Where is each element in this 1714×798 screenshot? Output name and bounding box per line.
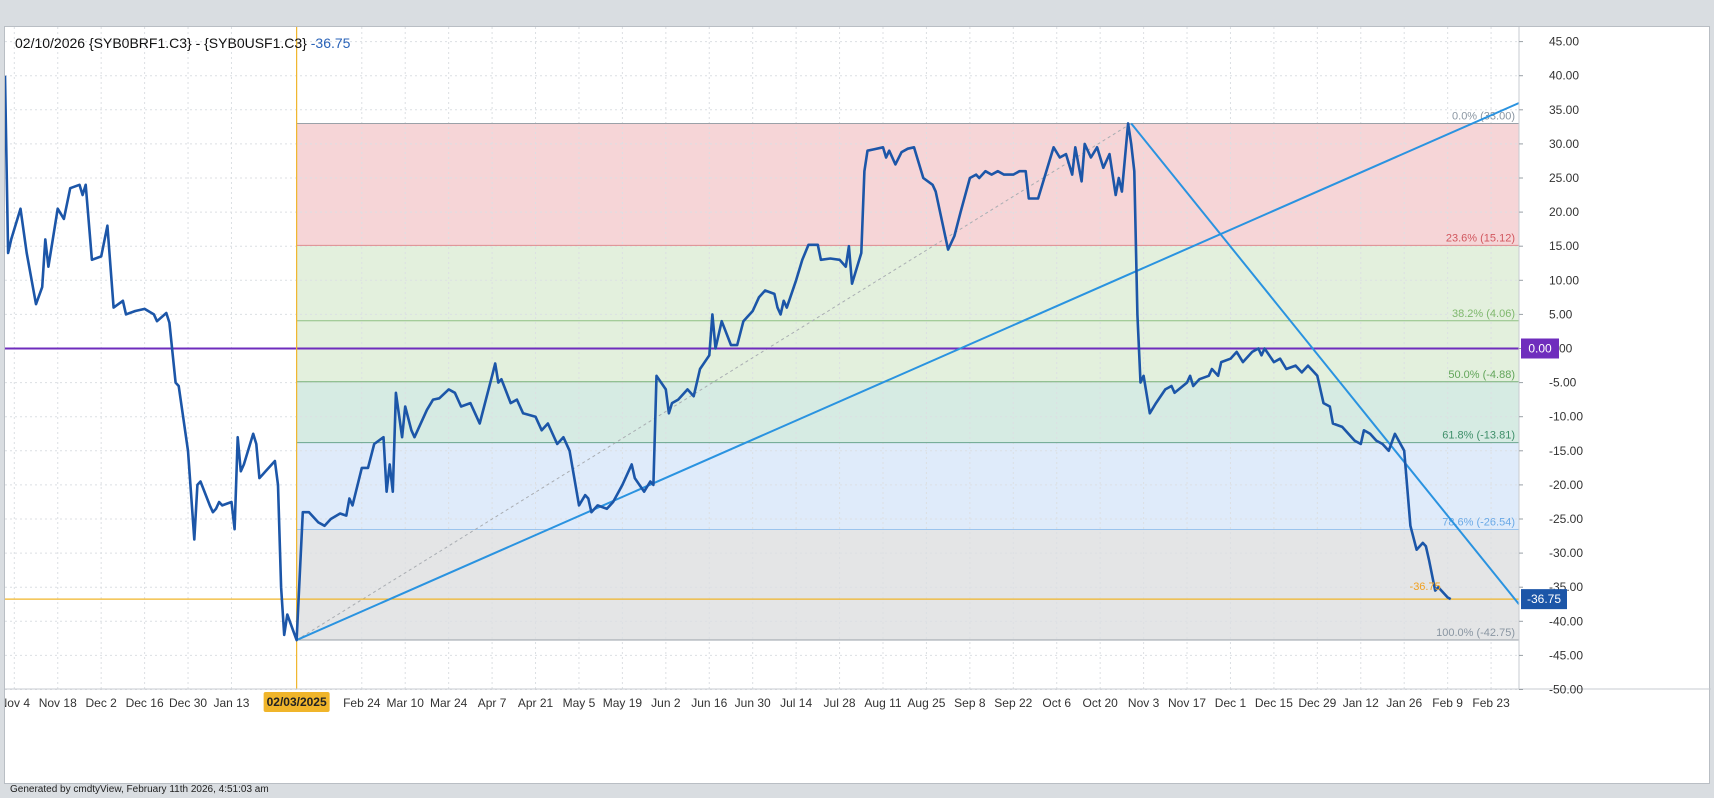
fib-band — [296, 442, 1520, 530]
y-axis-tick-label: -15.00 — [1549, 444, 1583, 458]
y-axis-tick-label: 40.00 — [1549, 69, 1579, 83]
cursor-date-badge — [263, 692, 330, 712]
y-axis-tick-label: -40.00 — [1549, 614, 1583, 628]
x-axis-tick-label: Oct 6 — [1042, 696, 1071, 710]
footer-generated: Generated by cmdtyView, February 11th 20… — [10, 784, 269, 795]
fib-diagonal — [296, 123, 1132, 641]
fib-band — [296, 320, 1520, 382]
fib-level-label: 23.6% (15.12) — [1446, 232, 1515, 244]
y-axis-tick-label: 45.00 — [1549, 35, 1579, 49]
x-axis-tick-label: May 19 — [603, 696, 643, 710]
x-axis-tick-label: Oct 20 — [1082, 696, 1118, 710]
fib-level-label: 61.8% (-13.81) — [1442, 430, 1515, 442]
fib-level-label: 100.0% (-42.75) — [1436, 627, 1515, 639]
y-axis-tick-label: -5.00 — [1549, 376, 1577, 390]
y-axis-tick-label: -20.00 — [1549, 478, 1583, 492]
header-last-value: -36.75 — [310, 35, 351, 51]
x-axis-tick-label: Dec 2 — [85, 696, 117, 710]
y-axis-tick-label: -45.00 — [1549, 648, 1583, 662]
x-axis-tick-label: Dec 16 — [126, 696, 164, 710]
x-axis-tick-label: Dec 15 — [1255, 696, 1293, 710]
zero-axis-badge-label: 0.00 — [1528, 342, 1552, 356]
header-symbols: {SYB0BRF1.C3} - {SYB0USF1.C3} — [88, 35, 307, 51]
x-axis-tick-label: Jun 16 — [691, 696, 727, 710]
y-axis-tick-label: 5.00 — [1549, 307, 1573, 321]
y-axis-tick-label: 10.00 — [1549, 273, 1579, 287]
y-axis-tick-label: 25.00 — [1549, 171, 1579, 185]
fib-band — [296, 529, 1520, 641]
y-axis-tick-label: 35.00 — [1549, 103, 1579, 117]
x-axis-tick-label: Aug 25 — [907, 696, 945, 710]
x-axis-tick-label: Jul 14 — [780, 696, 812, 710]
y-axis-tick-label: -10.00 — [1549, 410, 1583, 424]
fib-band — [296, 381, 1520, 443]
x-axis-tick-label: Aug 11 — [864, 696, 901, 710]
x-axis-tick-label: Apr 7 — [478, 696, 507, 710]
x-axis-tick-label: Jun 2 — [651, 696, 681, 710]
last-price-badge-label: -36.75 — [1527, 592, 1561, 606]
y-axis-tick-label: 30.00 — [1549, 137, 1579, 151]
x-axis-tick-label: Apr 21 — [518, 696, 554, 710]
fib-level-label: 50.0% (-4.88) — [1448, 369, 1515, 381]
x-axis-tick-label: Nov 18 — [39, 696, 77, 710]
x-axis-tick-label: Jan 12 — [1343, 696, 1379, 710]
trendline — [296, 102, 1520, 641]
x-axis-tick-label: Dec 1 — [1215, 696, 1247, 710]
y-axis-tick-label: 15.00 — [1549, 239, 1579, 253]
x-axis-tick-label: Nov 3 — [1128, 696, 1160, 710]
x-axis-tick-label: Nov 4 — [5, 696, 30, 710]
x-axis-tick-label: Nov 17 — [1168, 696, 1206, 710]
fib-band — [296, 245, 1520, 321]
fib-level-label: 0.0% (33.00) — [1452, 110, 1515, 122]
x-axis-tick-label: Jul 28 — [824, 696, 856, 710]
x-axis-tick-label: Sep 8 — [954, 696, 986, 710]
last-price-badge — [1521, 589, 1567, 610]
x-axis-tick-label: Jun 30 — [735, 696, 771, 710]
price-series-line — [5, 75, 1452, 642]
cursor-date-label: 02/03/2025 — [267, 695, 327, 709]
chart-window: 0.0% (33.00) 23.6% (15.12) 38.2% (4.06) 50.… — [4, 26, 1711, 785]
x-axis-tick-label: Jan 26 — [1386, 696, 1422, 710]
fib-level-label: 38.2% (4.06) — [1452, 308, 1515, 320]
trendline — [1130, 122, 1520, 605]
x-axis-tick-label: Dec 30 — [169, 696, 207, 710]
zero-axis-badge — [1521, 338, 1559, 359]
x-axis-tick-label: Feb 9 — [1432, 696, 1463, 710]
cursor-value-label: -36.75 — [1410, 581, 1441, 593]
x-axis-tick-label: Sep 22 — [994, 696, 1032, 710]
x-axis-tick-label: Mar 10 — [387, 696, 425, 710]
x-axis-tick-label: Feb 24 — [343, 696, 381, 710]
x-axis-tick-label: Mar 24 — [430, 696, 468, 710]
chart-canvas[interactable]: 0.0% (33.00) 23.6% (15.12) 38.2% (4.06) 50.… — [5, 27, 1711, 785]
x-axis-tick-label: Jan 13 — [213, 696, 249, 710]
fib-level-label: 78.6% (-26.54) — [1442, 517, 1515, 529]
header-date: 02/10/2026 — [15, 35, 86, 51]
chart-header: 02/10/2026 {SYB0BRF1.C3} - {SYB0USF1.C3}… — [15, 35, 350, 51]
y-axis-tick-label: 20.00 — [1549, 205, 1579, 219]
y-axis-tick-label: -30.00 — [1549, 546, 1583, 560]
x-axis-tick-label: May 5 — [563, 696, 596, 710]
y-axis-tick-label: -25.00 — [1549, 512, 1583, 526]
x-axis-tick-label: Dec 29 — [1298, 696, 1336, 710]
x-axis-tick-label: Feb 23 — [1472, 696, 1510, 710]
y-axis-tick-label: -50.00 — [1549, 683, 1583, 697]
